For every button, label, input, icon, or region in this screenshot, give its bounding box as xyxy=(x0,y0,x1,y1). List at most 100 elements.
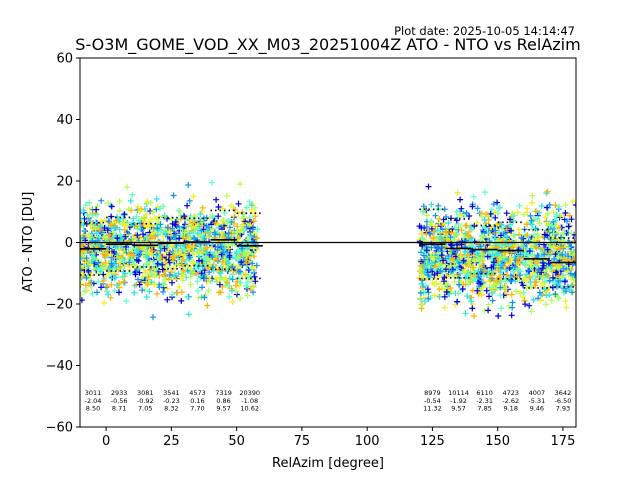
scatter-point xyxy=(185,182,192,188)
scatter-point xyxy=(454,257,460,264)
scatter-point xyxy=(107,251,114,258)
scatter-point xyxy=(442,229,449,236)
scatter-point xyxy=(185,311,192,318)
scatter-point xyxy=(480,233,487,240)
scatter-point xyxy=(80,207,87,214)
scatter-point xyxy=(474,256,481,262)
scatter-point xyxy=(250,284,257,291)
scatter-point xyxy=(116,289,122,296)
scatter-point xyxy=(121,220,128,227)
scatter-point xyxy=(201,215,207,222)
x-axis-ticks: 0 25 50 75 100 125 150 175 xyxy=(102,427,575,449)
scatter-point xyxy=(485,307,492,314)
scatter-point xyxy=(427,253,434,260)
scatter-point xyxy=(120,212,127,219)
scatter-point xyxy=(547,236,554,243)
scatter-point xyxy=(209,213,216,220)
scatter-point xyxy=(235,210,242,217)
scatter-point xyxy=(144,254,151,261)
scatter-point xyxy=(496,274,503,281)
scatter-point xyxy=(447,285,454,291)
scatter-point xyxy=(550,230,557,237)
scatter-point xyxy=(146,266,153,273)
scatter-point xyxy=(135,257,142,264)
bin-annotation-text: 10.62 xyxy=(240,405,259,413)
scatter-point xyxy=(204,302,211,309)
scatter-point xyxy=(150,258,157,265)
scatter-point xyxy=(544,204,550,211)
scatter-point xyxy=(151,273,158,280)
scatter-point xyxy=(520,277,527,284)
bin-annotation-text: -2.62 xyxy=(502,397,519,405)
scatter-point xyxy=(454,298,461,305)
scatter-point xyxy=(101,253,108,260)
scatter-point xyxy=(253,262,260,269)
scatter-point xyxy=(176,283,183,290)
scatter-point xyxy=(481,308,488,315)
scatter-point xyxy=(164,224,171,231)
bin-annotation-text: 7.05 xyxy=(138,405,152,413)
bin-annotation-text: 3642 xyxy=(555,389,572,397)
scatter-point xyxy=(420,263,427,270)
x-tick-label: 50 xyxy=(228,434,245,449)
scatter-point xyxy=(157,205,163,212)
scatter-point xyxy=(172,221,179,228)
scatter-point xyxy=(209,244,216,251)
scatter-point xyxy=(459,286,466,292)
bin-annotation-text: 0.86 xyxy=(216,397,230,405)
scatter-point xyxy=(154,225,161,232)
bin-annotation-text: 7319 xyxy=(215,389,232,397)
scatter-point xyxy=(521,250,528,257)
scatter-point xyxy=(465,232,472,239)
scatter-point xyxy=(226,224,233,231)
scatter-point xyxy=(104,247,111,254)
scatter-point xyxy=(140,220,147,227)
scatter-point xyxy=(489,206,495,213)
bin-annotation-text: 8.32 xyxy=(164,405,178,413)
scatter-point xyxy=(227,246,234,253)
scatter-point xyxy=(225,245,232,252)
scatter-point xyxy=(546,277,553,284)
scatter-point xyxy=(457,270,463,277)
scatter-point xyxy=(478,263,485,270)
scatter-point xyxy=(443,289,450,295)
y-tick-label: −60 xyxy=(46,421,73,436)
scatter-point xyxy=(417,296,424,303)
scatter-point xyxy=(212,219,219,226)
scatter-point xyxy=(544,273,551,280)
scatter-point xyxy=(156,272,163,279)
scatter-point xyxy=(528,261,535,268)
y-tick-label: −20 xyxy=(46,298,73,313)
scatter-point xyxy=(481,189,488,196)
scatter-point xyxy=(464,293,471,300)
x-tick-label: 75 xyxy=(294,434,311,449)
scatter-point xyxy=(157,247,164,254)
scatter-point xyxy=(243,204,250,211)
scatter-point xyxy=(508,227,514,234)
scatter-point xyxy=(105,200,112,207)
scatter-point xyxy=(126,259,133,266)
scatter-point xyxy=(249,260,256,267)
scatter-point xyxy=(560,265,567,272)
scatter-point xyxy=(530,296,537,303)
scatter-point xyxy=(520,282,527,289)
scatter-point xyxy=(84,274,91,281)
scatter-point xyxy=(475,273,482,280)
scatter-point xyxy=(104,283,111,290)
scatter-point xyxy=(483,211,489,218)
scatter-point xyxy=(174,261,181,268)
scatter-point xyxy=(120,258,127,265)
scatter-point xyxy=(229,298,236,305)
scatter-point xyxy=(466,213,473,219)
scatter-point xyxy=(451,278,458,285)
scatter-point xyxy=(114,255,121,261)
scatter-point xyxy=(246,198,253,205)
chart-title: S-O3M_GOME_VOD_XX_M03_20251004Z ATO - NT… xyxy=(75,35,580,55)
scatter-point xyxy=(95,266,102,273)
scatter-point xyxy=(528,308,535,315)
scatter-point xyxy=(121,226,128,233)
scatter-point xyxy=(457,196,464,203)
scatter-point xyxy=(143,261,150,267)
scatter-point xyxy=(460,257,467,264)
